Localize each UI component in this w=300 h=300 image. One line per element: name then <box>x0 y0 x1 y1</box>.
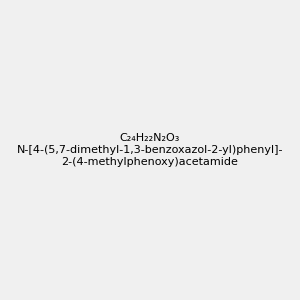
Text: C₂₄H₂₂N₂O₃
N-[4-(5,7-dimethyl-1,3-benzoxazol-2-yl)phenyl]-
2-(4-methylphenoxy)ac: C₂₄H₂₂N₂O₃ N-[4-(5,7-dimethyl-1,3-benzox… <box>17 134 283 166</box>
